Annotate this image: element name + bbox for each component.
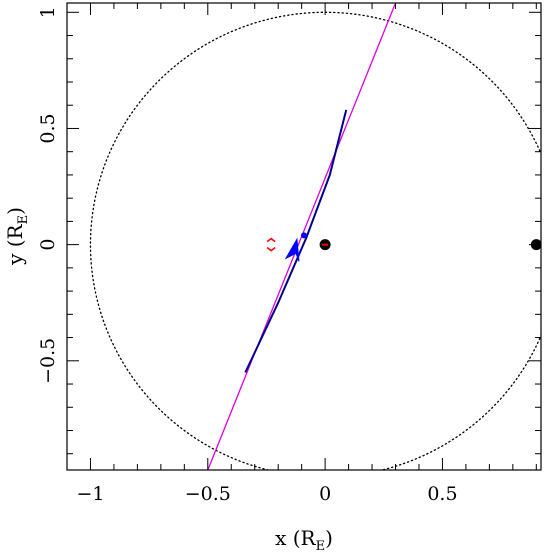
direction-arrow [284, 237, 300, 262]
current-position-marker [301, 232, 307, 239]
y-tick-label: 0.5 [37, 113, 59, 143]
axis-ticks [66, 3, 541, 470]
x-tick-label: 0.5 [427, 483, 457, 505]
critical-mark-upper [266, 237, 276, 243]
x-tick-label: −1 [76, 483, 104, 505]
image-track-line [244, 109, 348, 373]
einstein-ring [89, 11, 541, 470]
y-axis-label: y (RE) [3, 207, 31, 266]
y-tick-label: −0.5 [37, 338, 59, 384]
x-tick-label: −0.5 [185, 483, 231, 505]
y-tick-label: 1 [37, 6, 59, 18]
y-tick-label: 0 [37, 239, 59, 251]
plot-area [66, 2, 542, 471]
axis-tick-labels: −1 −0.5 0 0.5 −0.5 0 0.5 1 [37, 6, 458, 505]
x-axis-label: x (RE) [275, 526, 333, 554]
critical-mark-lower [266, 246, 276, 252]
x-tick-label: 0 [319, 483, 331, 505]
plot-frame [66, 2, 542, 471]
plot-content [89, 3, 541, 470]
